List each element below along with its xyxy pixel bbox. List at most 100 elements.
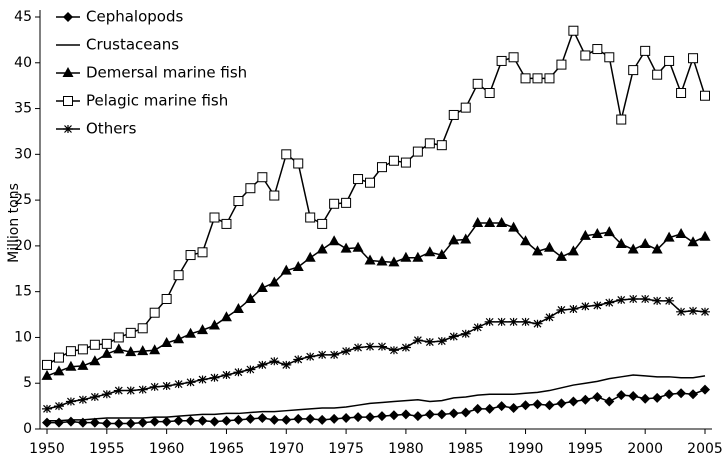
point: [149, 416, 160, 427]
point: [603, 226, 615, 237]
point: [388, 346, 399, 355]
point: [448, 234, 460, 245]
point: [341, 197, 352, 208]
x-tick-label: 1985: [448, 441, 484, 457]
point: [664, 389, 675, 400]
series-line: [47, 374, 706, 422]
point: [280, 264, 292, 275]
point: [42, 417, 52, 428]
point: [53, 365, 65, 376]
point: [580, 394, 591, 405]
point: [676, 307, 687, 316]
point: [676, 388, 687, 399]
point: [376, 342, 387, 351]
point: [257, 413, 268, 424]
point: [101, 338, 112, 349]
point: [460, 233, 472, 244]
point: [508, 52, 519, 63]
point: [544, 73, 555, 84]
legend-label: Crustaceans: [86, 36, 179, 54]
point: [41, 369, 53, 380]
point: [532, 399, 543, 410]
point: [257, 172, 268, 183]
point: [137, 417, 148, 428]
point: [281, 414, 292, 425]
point: [616, 390, 627, 401]
point: [388, 256, 400, 267]
point: [544, 400, 555, 411]
point: [591, 227, 603, 238]
point: [208, 319, 220, 330]
point: [484, 217, 496, 227]
point: [615, 238, 627, 249]
point: [675, 227, 687, 238]
point: [400, 409, 411, 420]
point: [353, 343, 364, 352]
point: [412, 146, 423, 157]
point: [520, 317, 531, 326]
point: [365, 177, 376, 188]
point: [244, 292, 256, 303]
point: [197, 324, 209, 335]
point: [424, 138, 435, 149]
point: [580, 302, 591, 311]
point: [700, 384, 710, 395]
point: [412, 411, 423, 422]
point: [113, 386, 124, 395]
point: [460, 329, 471, 338]
point: [687, 236, 699, 247]
point: [543, 241, 555, 252]
point: [137, 345, 149, 356]
point: [699, 230, 711, 241]
point: [604, 298, 615, 307]
legend-label: Others: [86, 120, 137, 138]
point: [496, 217, 508, 227]
point: [292, 260, 304, 271]
point: [496, 317, 507, 326]
point: [161, 336, 173, 347]
point: [628, 391, 639, 402]
point: [556, 59, 567, 70]
point: [412, 251, 424, 262]
x-tick-label: 1995: [568, 441, 604, 457]
point: [568, 305, 579, 314]
point: [305, 212, 316, 223]
point: [579, 229, 591, 240]
point: [65, 416, 76, 427]
point: [664, 55, 675, 66]
y-tick-label: 45: [14, 9, 32, 25]
point: [62, 67, 74, 77]
point: [221, 370, 232, 379]
point: [400, 343, 411, 352]
point: [436, 249, 448, 260]
point: [185, 415, 196, 426]
point: [365, 412, 376, 423]
point: [256, 282, 268, 293]
point: [568, 25, 579, 36]
point: [221, 218, 232, 229]
point: [257, 360, 268, 369]
point: [520, 235, 532, 246]
point: [508, 402, 519, 413]
point: [592, 44, 603, 55]
point: [77, 395, 88, 404]
point: [400, 251, 412, 262]
point: [269, 414, 280, 425]
point: [627, 243, 639, 254]
point: [65, 360, 77, 371]
point: [305, 352, 316, 361]
point: [89, 417, 100, 428]
point: [567, 245, 579, 256]
point: [424, 338, 435, 347]
point: [568, 396, 579, 407]
point: [604, 52, 615, 63]
point: [640, 393, 651, 404]
point: [209, 373, 220, 382]
point: [293, 413, 304, 424]
point: [436, 409, 447, 420]
point: [592, 301, 603, 310]
point: [365, 342, 376, 351]
point: [520, 400, 531, 411]
point: [388, 155, 399, 166]
point: [688, 53, 699, 64]
